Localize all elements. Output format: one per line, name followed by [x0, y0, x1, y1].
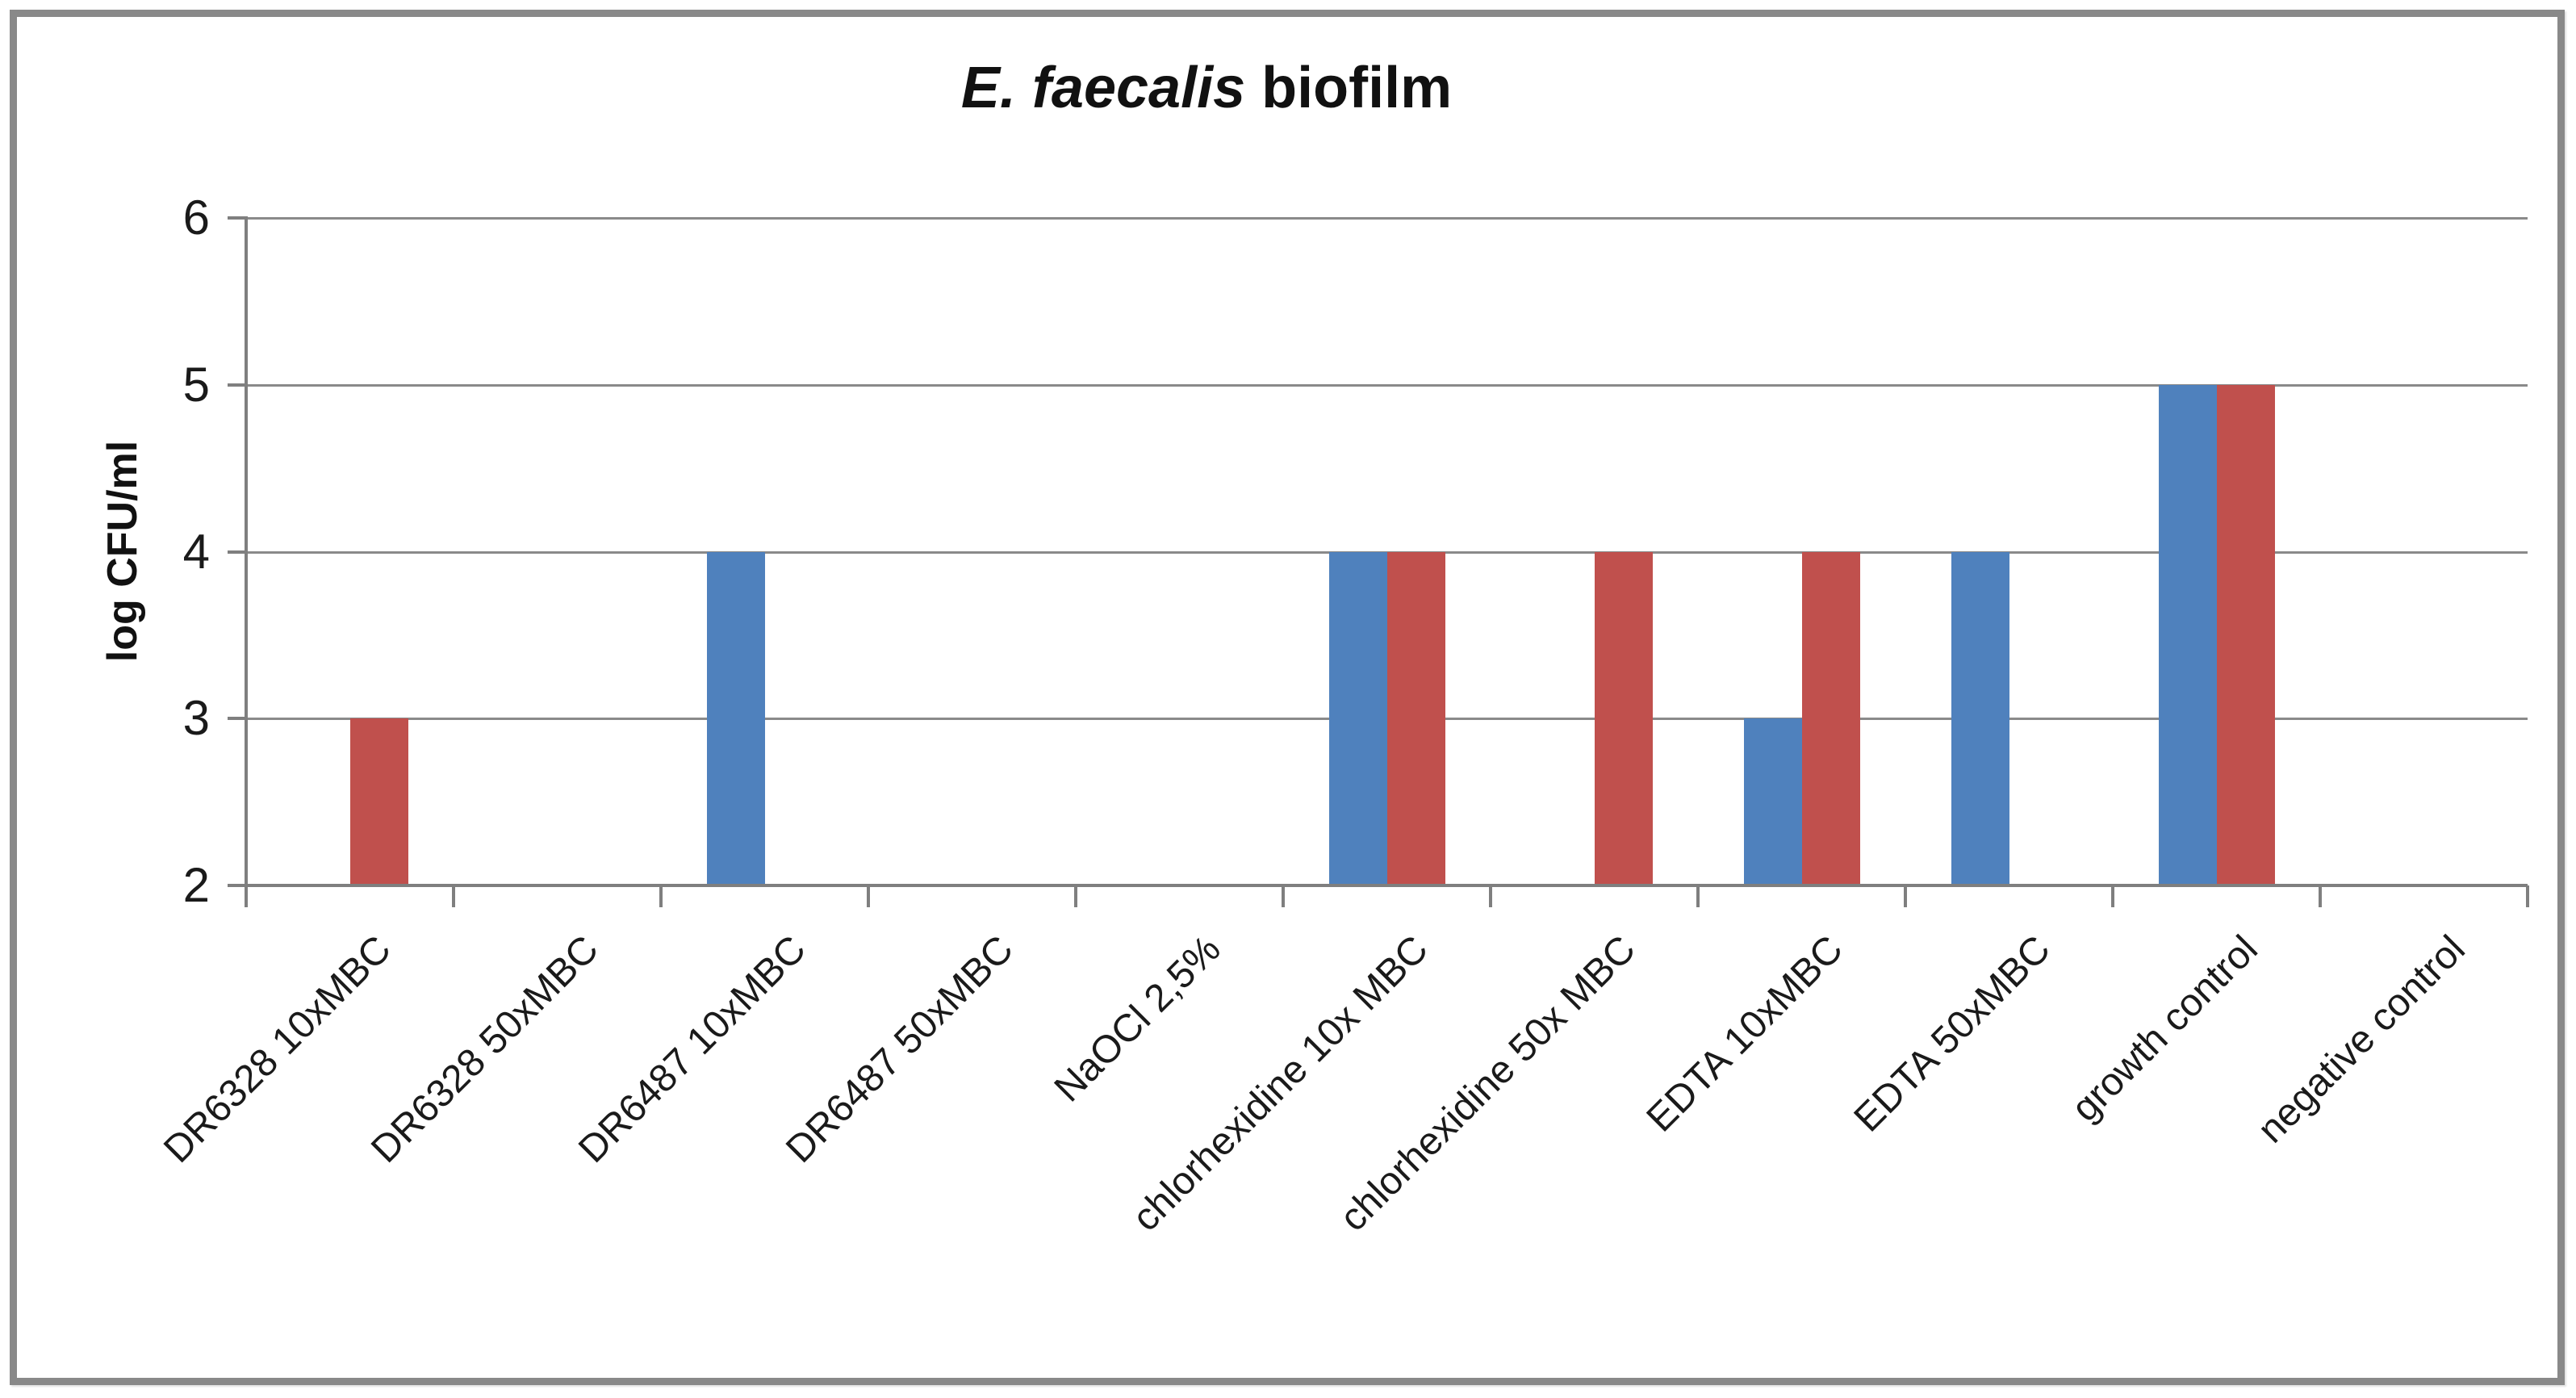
y-tick-6 — [228, 216, 246, 220]
x-tick-8 — [1904, 885, 1907, 907]
x-tick-9 — [2111, 885, 2114, 907]
bar-edta-10xmbc-series-blue — [1743, 718, 1802, 885]
gridline-y6 — [246, 217, 2528, 220]
y-tick-label-3: 3 — [182, 691, 210, 746]
bar-growth-control-series-red — [2216, 384, 2275, 885]
bar-chlorhexidine-10x-mbc-series-blue — [1328, 551, 1387, 885]
y-tick-2 — [228, 884, 246, 887]
x-tick-11 — [2526, 885, 2529, 907]
y-tick-3 — [228, 717, 246, 721]
bar-edta-10xmbc-series-red — [1801, 551, 1860, 885]
y-tick-5 — [228, 383, 246, 387]
y-tick-label-4: 4 — [182, 524, 210, 579]
bar-dr6487-10xmbc-series-blue — [706, 551, 765, 885]
chart-title-suffix: biofilm — [1245, 56, 1453, 120]
y-tick-label-2: 2 — [182, 858, 210, 912]
x-tick-1 — [452, 885, 455, 907]
x-tick-4 — [1074, 885, 1077, 907]
x-tick-5 — [1282, 885, 1285, 907]
x-tick-0 — [245, 885, 248, 907]
x-axis-line — [245, 884, 2528, 887]
bar-edta-50xmbc-series-blue — [1951, 551, 2009, 885]
bar-chlorhexidine-10x-mbc-series-red — [1386, 551, 1445, 885]
y-tick-4 — [228, 550, 246, 554]
x-tick-3 — [867, 885, 870, 907]
chart-title-species: E. faecalis — [960, 56, 1246, 120]
x-tick-7 — [1696, 885, 1700, 907]
x-tick-6 — [1489, 885, 1492, 907]
y-axis-line — [245, 216, 248, 907]
x-tick-2 — [659, 885, 663, 907]
chart-border — [10, 10, 2565, 1385]
y-tick-label-5: 5 — [182, 357, 210, 412]
bar-chlorhexidine-50x-mbc-series-red — [1594, 551, 1653, 885]
chart-title: E. faecalis biofilm — [961, 53, 1452, 123]
bar-growth-control-series-blue — [2158, 384, 2217, 885]
bar-dr6328-10xmbc-series-red — [349, 718, 408, 885]
y-tick-label-6: 6 — [182, 190, 210, 245]
x-tick-10 — [2319, 885, 2322, 907]
gridline-y5 — [246, 383, 2528, 387]
